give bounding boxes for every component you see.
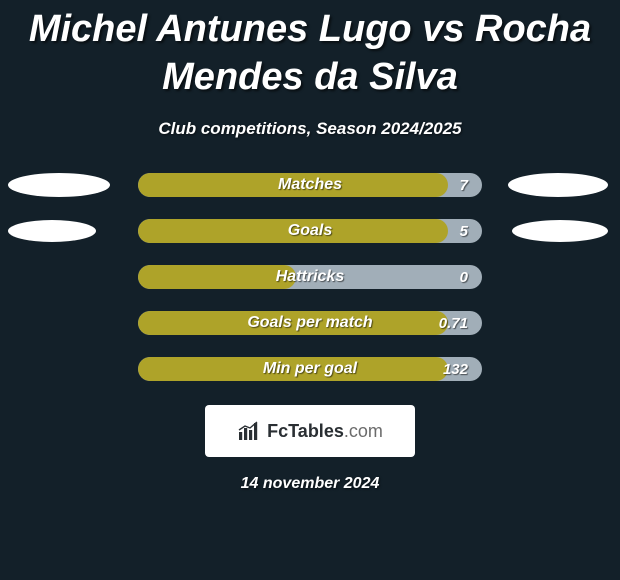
metric-bar: Goals5 <box>138 219 482 243</box>
metric-row: Goals5 <box>0 219 620 243</box>
logo-suffix: .com <box>344 421 383 441</box>
subtitle: Club competitions, Season 2024/2025 <box>158 119 461 139</box>
right-ellipse <box>512 220 608 242</box>
left-ellipse <box>8 220 96 242</box>
metric-value: 132 <box>443 357 468 381</box>
logo-brand: FcTables <box>267 421 344 441</box>
metric-value: 0.71 <box>439 311 468 335</box>
metric-label: Matches <box>138 173 482 197</box>
metric-row: Min per goal132 <box>0 357 620 381</box>
metric-bar: Goals per match0.71 <box>138 311 482 335</box>
metric-value: 7 <box>460 173 468 197</box>
page-title: Michel Antunes Lugo vs Rocha Mendes da S… <box>0 0 620 101</box>
metric-bar: Min per goal132 <box>138 357 482 381</box>
metrics-list: Matches7Goals5Hattricks0Goals per match0… <box>0 173 620 381</box>
left-ellipse <box>8 173 110 197</box>
metric-value: 0 <box>460 265 468 289</box>
right-ellipse <box>508 173 608 197</box>
metric-row: Hattricks0 <box>0 265 620 289</box>
logo-text: FcTables.com <box>267 421 383 442</box>
metric-label: Goals per match <box>138 311 482 335</box>
metric-bar: Hattricks0 <box>138 265 482 289</box>
logo-box: FcTables.com <box>205 405 415 457</box>
metric-label: Goals <box>138 219 482 243</box>
metric-label: Hattricks <box>138 265 482 289</box>
metric-bar: Matches7 <box>138 173 482 197</box>
content: Michel Antunes Lugo vs Rocha Mendes da S… <box>0 0 620 580</box>
metric-row: Matches7 <box>0 173 620 197</box>
metric-value: 5 <box>460 219 468 243</box>
metric-label: Min per goal <box>138 357 482 381</box>
bar-chart-icon <box>237 420 261 442</box>
metric-row: Goals per match0.71 <box>0 311 620 335</box>
date-text: 14 november 2024 <box>241 475 380 493</box>
